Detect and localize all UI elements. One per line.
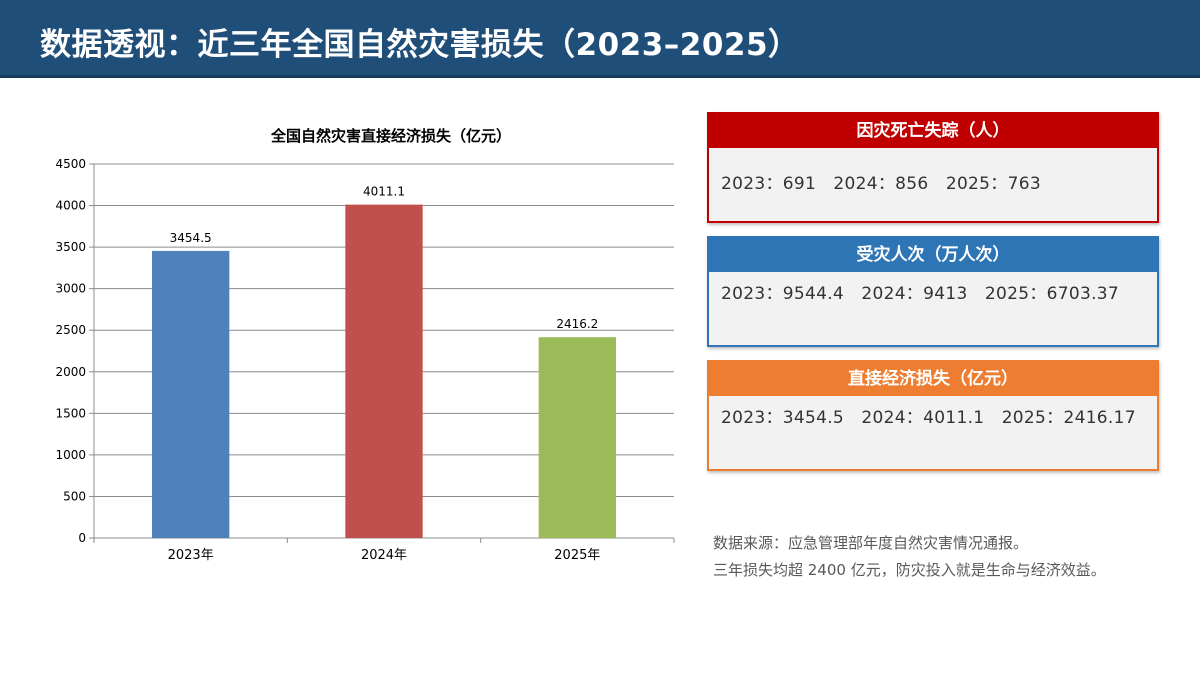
y-tick-label: 3500 [55, 240, 86, 254]
affected-card-header: 受灾人次（万人次） [709, 238, 1157, 272]
affected-card: 受灾人次（万人次） 2023：9544.4 2024：9413 2025：670… [707, 236, 1159, 347]
bar-2 [345, 204, 423, 538]
y-tick-label: 4500 [55, 157, 86, 171]
y-tick-label: 1500 [55, 406, 86, 420]
y-tick-label: 2000 [55, 365, 86, 379]
bar-value-label: 3454.5 [170, 231, 212, 245]
x-tick-label: 2025年 [554, 548, 600, 563]
bar-value-label: 4011.1 [363, 185, 405, 199]
bar-3 [538, 337, 616, 538]
insight-note: 三年损失均超 2400 亿元，防灾投入就是生命与经济效益。 [713, 561, 1106, 579]
bar-1 [152, 250, 230, 538]
deaths-card-header: 因灾死亡失踪（人） [709, 114, 1157, 148]
y-tick-label: 1000 [55, 448, 86, 462]
y-tick-label: 4000 [55, 199, 86, 213]
chart-container: 全国自然灾害直接经济损失（亿元） 0 500 1000 1500 2000 2500 3000… [40, 112, 690, 582]
y-tick-label: 500 [63, 489, 86, 503]
y-tick-label: 3000 [55, 282, 86, 296]
notes: 数据来源：应急管理部年度自然灾害情况通报。 三年损失均超 2400 亿元，防灾投… [713, 530, 1173, 584]
page-title: 数据透视：近三年全国自然灾害损失（2023–2025） [40, 27, 800, 63]
y-tick-label: 0 [78, 531, 86, 545]
bar-chart: 全国自然灾害直接经济损失（亿元） 0 500 1000 1500 2000 2500 3000… [55, 127, 675, 563]
loss-card: 直接经济损失（亿元） 2023：3454.5 2024：4011.1 2025：… [707, 360, 1159, 471]
bar-value-label: 2416.2 [556, 317, 598, 331]
loss-card-header: 直接经济损失（亿元） [709, 362, 1157, 396]
chart-title: 全国自然灾害直接经济损失（亿元） [270, 127, 511, 145]
x-tick-label: 2023年 [168, 548, 214, 563]
loss-card-body: 2023：3454.5 2024：4011.1 2025：2416.17 [721, 408, 1136, 428]
x-tick-label: 2024年 [361, 548, 407, 563]
affected-card-body: 2023：9544.4 2024：9413 2025：6703.37 [721, 284, 1120, 304]
data-source-note: 数据来源：应急管理部年度自然灾害情况通报。 [713, 534, 1029, 552]
y-tick-label: 2500 [55, 323, 86, 337]
title-bar: 数据透视：近三年全国自然灾害损失（2023–2025） [0, 0, 1200, 78]
deaths-card-body: 2023：691 2024：856 2025：763 [721, 174, 1041, 194]
deaths-card: 因灾死亡失踪（人） 2023：691 2024：856 2025：763 [707, 112, 1159, 223]
